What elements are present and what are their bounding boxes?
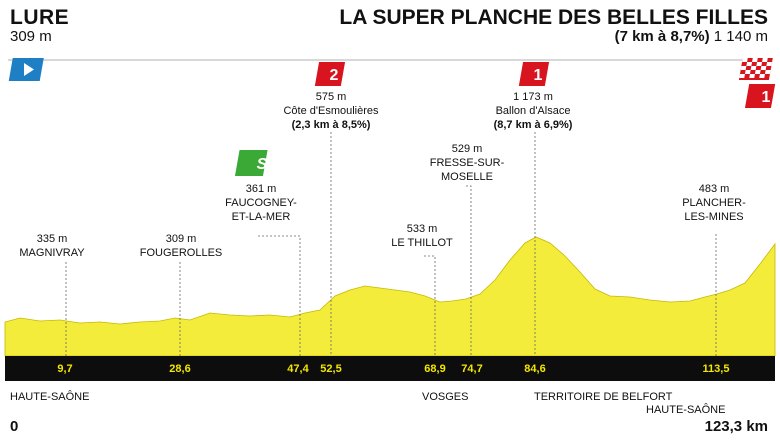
esmoulieres-altitude: 575 m bbox=[316, 91, 347, 103]
finish-climb-detail: (7 km à 8,7%) bbox=[614, 28, 710, 45]
marker-line-faucogney bbox=[258, 235, 301, 356]
start-flag-icon bbox=[8, 58, 44, 81]
magnivray-label: MAGNIVRAY bbox=[19, 247, 85, 259]
distance-total: 123,3 km bbox=[704, 418, 768, 435]
km-label: 113,5 bbox=[703, 363, 730, 375]
intermediate-sprint-badge: S bbox=[234, 150, 268, 176]
region-haute-saone: HAUTE-SAÔNE bbox=[10, 391, 90, 403]
fresse-altitude: 529 m bbox=[452, 143, 483, 155]
finish-climb-info: (7 km à 8,7%) 1 140 m bbox=[615, 28, 768, 45]
km-label: 74,7 bbox=[461, 363, 482, 375]
fougerolles-label: FOUGEROLLES bbox=[140, 247, 223, 259]
elevation-area bbox=[4, 236, 776, 357]
svg-text:S: S bbox=[257, 156, 268, 173]
fresse-label-line1: FRESSE-SUR- bbox=[430, 157, 505, 169]
finish-town: LA SUPER PLANCHE DES BELLES FILLES bbox=[339, 6, 768, 29]
fougerolles-altitude: 309 m bbox=[166, 233, 197, 245]
start-town: LURE bbox=[10, 6, 70, 29]
start-altitude: 309 m bbox=[10, 28, 52, 45]
km-label: 9,7 bbox=[57, 363, 72, 375]
plancher-label-line1: PLANCHER- bbox=[682, 197, 746, 209]
km-label: 28,6 bbox=[169, 363, 190, 375]
region-haute-saone-2: HAUTE-SAÔNE bbox=[646, 404, 726, 416]
marker-line-thillot bbox=[424, 255, 436, 356]
km-label: 47,4 bbox=[287, 363, 309, 375]
distance-band bbox=[5, 356, 775, 381]
fresse-label-line2: MOSELLE bbox=[441, 171, 493, 183]
finish-altitude: 1 140 m bbox=[713, 28, 768, 45]
km-label: 84,6 bbox=[524, 363, 545, 375]
svg-text:1: 1 bbox=[762, 89, 771, 106]
faucogney-label-line2: ET-LA-MER bbox=[232, 211, 291, 223]
magnivray-altitude: 335 m bbox=[37, 233, 68, 245]
alsace-climb-detail: (8,7 km à 6,9%) bbox=[494, 119, 573, 131]
faucogney-label-line1: FAUCOGNEY- bbox=[225, 197, 297, 209]
climb-category-2-badge: 2 bbox=[314, 62, 346, 86]
region-vosges: VOSGES bbox=[422, 391, 469, 403]
km-label: 52,5 bbox=[320, 363, 341, 375]
thillot-label: LE THILLOT bbox=[391, 237, 453, 249]
km-label: 68,9 bbox=[424, 363, 445, 375]
climb-category-1-badge: 1 bbox=[518, 62, 550, 86]
svg-text:1: 1 bbox=[534, 67, 543, 84]
region-territoire-de-belfort: TERRITOIRE DE BELFORT bbox=[534, 391, 673, 403]
plancher-altitude: 483 m bbox=[699, 183, 730, 195]
marker-line-fresse bbox=[466, 185, 472, 356]
alsace-label: Ballon d'Alsace bbox=[496, 105, 571, 117]
finish-checkered-flag-icon bbox=[738, 58, 773, 80]
plancher-label-line2: LES-MINES bbox=[684, 211, 743, 223]
faucogney-altitude: 361 m bbox=[246, 183, 277, 195]
distance-start: 0 bbox=[10, 418, 19, 435]
finish-climb-category-badge: 1 bbox=[744, 84, 776, 108]
esmoulieres-climb-detail: (2,3 km à 8,5%) bbox=[292, 119, 371, 131]
alsace-altitude: 1 173 m bbox=[513, 91, 553, 103]
esmoulieres-label: Côte d'Esmoulières bbox=[283, 105, 379, 117]
svg-text:2: 2 bbox=[330, 67, 339, 84]
thillot-altitude: 533 m bbox=[407, 223, 438, 235]
